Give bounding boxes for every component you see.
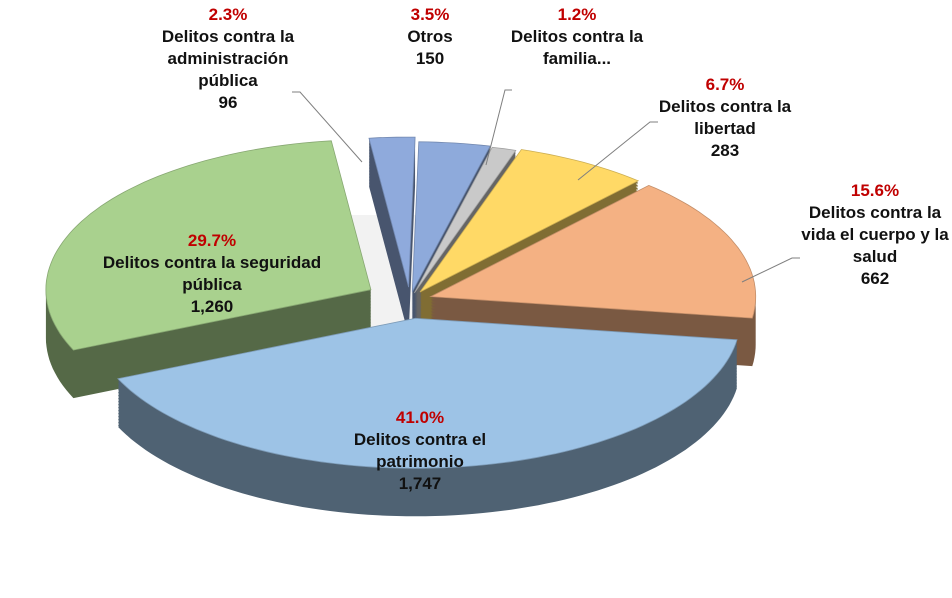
percent-label: 15.6% — [850, 181, 900, 200]
category-label: Delitos contra la seguridad pública — [102, 253, 322, 294]
slice — [419, 149, 640, 293]
leader-line — [741, 257, 800, 283]
slice-label: 6.7% Delitos contra la libertad 283 — [655, 74, 795, 162]
slice-label: 2.3% Delitos contra la administración púb… — [138, 4, 318, 114]
percent-label: 3.5% — [410, 5, 450, 24]
slice — [368, 136, 416, 288]
category-label: Otros — [407, 27, 453, 46]
value-label: 283 — [710, 141, 740, 160]
value-label: 1,747 — [398, 474, 442, 493]
leader-lines — [292, 89, 800, 283]
slice-label: 1.2% Delitos contra la familia... — [507, 4, 647, 70]
category-label: Delitos contra la vida el cuerpo y la sa… — [801, 203, 949, 266]
leader-line — [577, 121, 658, 181]
value-label: 150 — [415, 49, 445, 68]
percent-label: 1.2% — [557, 5, 597, 24]
percent-label: 2.3% — [208, 5, 248, 24]
category-label: Delitos contra el patrimonio — [353, 430, 487, 471]
percent-label: 6.7% — [705, 75, 745, 94]
leader-line — [485, 89, 512, 166]
slice-label: 3.5% Otros 150 — [385, 4, 475, 70]
slice — [117, 317, 738, 469]
percent-label: 29.7% — [187, 231, 237, 250]
category-label: Delitos contra la administración pública — [161, 27, 295, 90]
slice — [411, 141, 491, 292]
category-label: Delitos contra la familia... — [510, 27, 644, 68]
category-label: Delitos contra la libertad — [658, 97, 792, 138]
slices — [45, 136, 757, 517]
percent-label: 41.0% — [395, 408, 445, 427]
slice — [414, 146, 517, 294]
slice-label: 29.7% Delitos contra la seguridad pública… — [102, 230, 322, 318]
slice — [429, 184, 757, 319]
value-label: 1,260 — [190, 297, 234, 316]
value-label: 96 — [218, 93, 238, 112]
slice-label: 15.6% Delitos contra la vida el cuerpo y … — [795, 180, 952, 290]
slice — [45, 140, 372, 351]
slice-label: 41.0% Delitos contra el patrimonio 1,747 — [310, 407, 530, 495]
leader-line — [292, 91, 363, 163]
value-label: 662 — [860, 269, 890, 288]
